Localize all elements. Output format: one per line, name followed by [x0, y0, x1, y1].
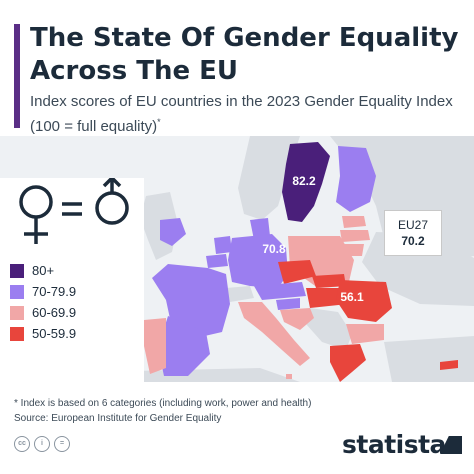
denmark-shape: [250, 218, 270, 240]
legend-item: 60-69.9: [10, 302, 76, 323]
cc-license-icon[interactable]: cc: [14, 436, 30, 452]
estonia-shape: [342, 216, 366, 228]
belgium-shape: [206, 254, 228, 268]
legend-swatch: [10, 326, 24, 341]
sweden-shape: [282, 142, 330, 222]
romania-shape: [336, 280, 392, 322]
switzerland-shape: [226, 286, 254, 302]
legend-item: 50-59.9: [10, 323, 76, 344]
statista-logo-text[interactable]: statista: [342, 430, 446, 459]
ireland-shape: [160, 218, 186, 246]
female-equals-male-icon: [19, 175, 129, 244]
germany-value-label: 70.8: [262, 242, 286, 256]
legend-label: 60-69.9: [32, 305, 77, 320]
spain-shape: [158, 316, 210, 376]
cyprus-shape: [440, 360, 458, 370]
bulgaria-shape: [346, 324, 384, 344]
legend-swatch: [10, 263, 24, 278]
portugal-shape: [144, 318, 166, 374]
license-icons: cc i =: [14, 436, 70, 452]
netherlands-shape: [214, 236, 232, 254]
turkey-shape: [384, 336, 474, 382]
czechia-shape: [278, 260, 316, 284]
austria-shape: [254, 282, 306, 300]
legend-swatch: [10, 305, 24, 320]
subtitle-text: Index scores of EU countries in the 2023…: [30, 93, 453, 135]
eu-average-value: 70.2: [401, 234, 425, 248]
legend-label: 50-59.9: [32, 326, 77, 341]
title-accent-bar: [14, 24, 20, 128]
map-legend: 80+ 70-79.9 60-69.9 50-59.9: [10, 260, 76, 344]
legend-label: 70-79.9: [32, 284, 77, 299]
sweden-value-label: 82.2: [292, 174, 316, 188]
legend-swatch: [10, 284, 24, 299]
slovenia-shape: [276, 298, 300, 310]
legend-label: 80+: [32, 263, 55, 278]
no-derivatives-icon[interactable]: =: [54, 436, 70, 452]
gender-symbol-panel: [0, 175, 144, 382]
attribution-icon[interactable]: i: [34, 436, 50, 452]
eu-average-box: EU27 70.2: [384, 210, 442, 256]
footer: cc i = statista: [0, 426, 474, 474]
source-text: Source: European Institute for Gender Eq…: [14, 413, 222, 424]
romania-value-label: 56.1: [340, 290, 364, 304]
legend-item: 80+: [10, 260, 76, 281]
croatia-shape: [280, 308, 314, 330]
greece-shape: [330, 344, 366, 382]
latvia-shape: [340, 230, 370, 242]
italy-shape: [238, 302, 310, 366]
footnote-block: * Index is based on 6 categories (includ…: [14, 396, 311, 426]
eu-average-name: EU27: [397, 218, 429, 232]
legend-item: 70-79.9: [10, 281, 76, 302]
malta-shape: [286, 374, 292, 379]
page-title: The State Of Gender Equality Across The …: [30, 23, 459, 86]
finland-shape: [336, 146, 376, 212]
slovakia-shape: [312, 274, 346, 288]
norway-shape: [238, 136, 300, 220]
subtitle-footnote-mark: *: [157, 117, 161, 127]
page-subtitle: Index scores of EU countries in the 2023…: [30, 92, 460, 137]
footnote-text: * Index is based on 6 categories (includ…: [14, 398, 312, 409]
germany-shape: [228, 234, 288, 288]
balkans-shape: [306, 308, 352, 350]
